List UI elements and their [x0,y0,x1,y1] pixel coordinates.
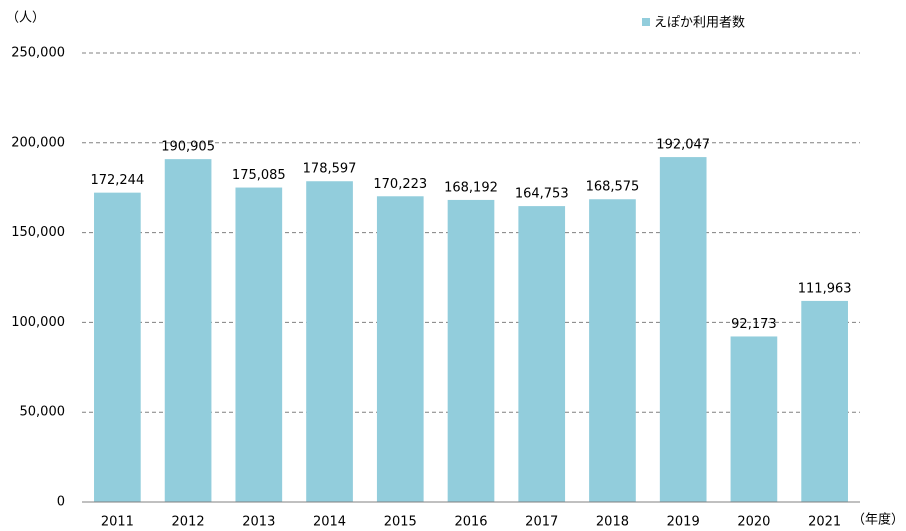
bar [94,192,141,502]
y-tick-label: 50,000 [20,405,66,420]
legend-swatch [642,18,650,26]
x-tick-label: 2016 [454,515,487,530]
data-label: 170,223 [373,177,427,192]
bar [730,336,778,502]
x-tick-label: 2017 [525,515,558,530]
y-axis-label: （人） [6,11,45,26]
x-tick-label: 2011 [101,515,134,530]
x-tick-label: 2013 [242,515,275,530]
data-label: 190,905 [161,140,215,155]
x-tick-label: 2020 [737,515,770,530]
y-tick-label: 0 [57,495,65,510]
bar [447,199,495,502]
bar [589,199,636,502]
x-tick-label: 2015 [384,515,417,530]
data-label: 175,085 [232,168,286,183]
y-tick-label: 200,000 [11,135,65,150]
x-tick-label: 2014 [313,515,346,530]
y-tick-label: 150,000 [11,225,65,240]
x-tick-label: 2018 [596,515,629,530]
bar [801,300,848,502]
y-tick-label: 250,000 [11,46,65,61]
bar [306,181,353,502]
data-label: 168,575 [586,180,640,195]
legend-label: えぽか利用者数 [654,16,745,31]
bar [659,157,707,502]
y-tick-label: 100,000 [11,315,65,330]
data-label: 168,192 [444,180,498,195]
data-label: 192,047 [656,138,710,153]
data-label: 172,244 [90,173,144,188]
data-label: 164,753 [515,187,569,202]
bar [235,187,283,502]
data-label: 92,173 [731,317,777,332]
bar [164,159,212,502]
bar [376,196,424,503]
x-axis-label: （年度） [852,512,904,528]
bar [518,206,566,502]
x-tick-label: 2019 [667,515,700,530]
data-label: 111,963 [798,281,852,296]
data-label: 178,597 [303,162,357,177]
x-tick-label: 2012 [172,515,205,530]
x-tick-label: 2021 [808,515,841,530]
